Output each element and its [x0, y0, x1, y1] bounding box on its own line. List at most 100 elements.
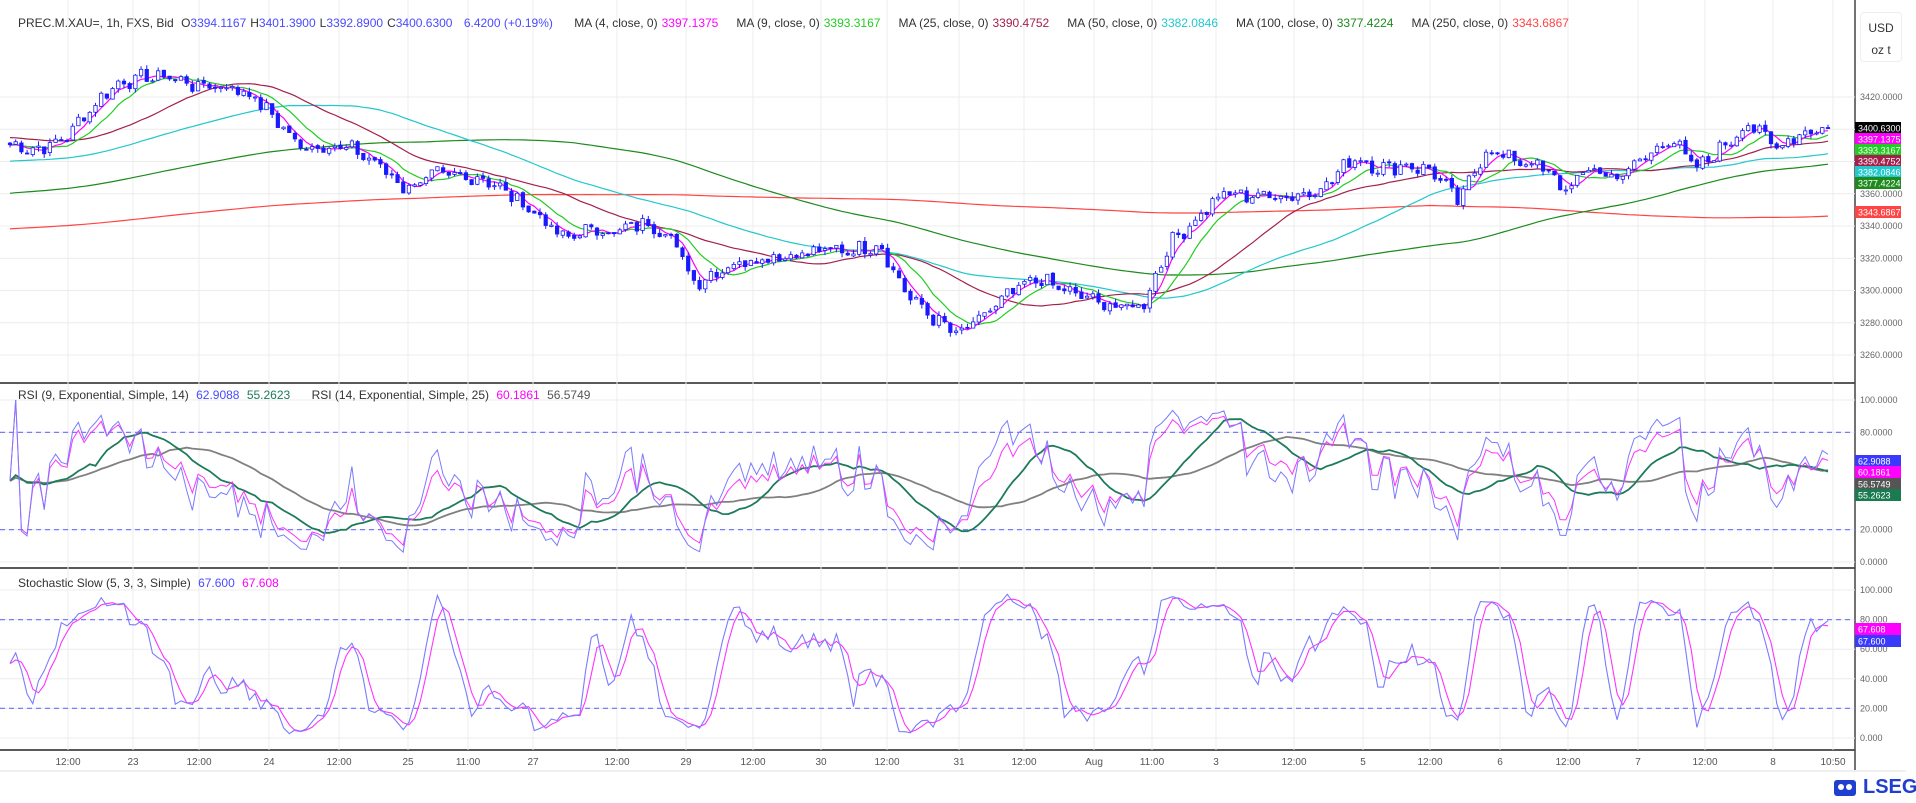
candle-body — [304, 148, 309, 151]
candle-body — [406, 184, 412, 194]
candle-body — [156, 70, 161, 81]
candle-body — [104, 93, 109, 99]
candle-body — [788, 254, 793, 260]
lseg-emblem-icon — [1834, 779, 1856, 796]
candle-body — [355, 141, 360, 155]
candle-body — [59, 139, 64, 142]
candle-body — [1666, 145, 1671, 148]
candle-body — [896, 270, 902, 279]
candle-body — [1603, 172, 1608, 177]
candle-body — [1073, 286, 1078, 294]
time-tick-label: 6 — [1497, 757, 1503, 768]
candle-body — [800, 252, 805, 259]
candle-body — [167, 75, 172, 80]
time-tick-label: 12:00 — [1555, 757, 1580, 768]
candle-body — [36, 145, 41, 148]
candle-body — [1221, 191, 1226, 199]
time-tick-label: 12:00 — [740, 757, 765, 768]
unit-selector[interactable]: USD oz t — [1860, 12, 1902, 62]
candle-body — [1814, 132, 1819, 135]
candle-body — [224, 87, 229, 90]
candle-body — [327, 147, 332, 154]
candle-body — [794, 254, 799, 258]
candle-body — [1706, 156, 1711, 163]
candle-body — [429, 169, 434, 179]
candle-body — [30, 147, 35, 155]
rsi1-signal-tag-bg — [1855, 489, 1901, 501]
candle-body — [150, 80, 155, 83]
candle-body — [839, 244, 845, 254]
stoch-tick-label: 80.000 — [1860, 615, 1888, 625]
candle-body — [19, 142, 24, 153]
ma-value: 3390.4752 — [992, 16, 1050, 30]
candle-body — [207, 83, 212, 89]
time-tick-label: 10:50 — [1820, 757, 1845, 768]
candle-body — [1483, 151, 1489, 168]
candle-body — [1045, 273, 1050, 286]
price-tick-label: 3300.0000 — [1860, 286, 1903, 296]
candle-body — [822, 248, 828, 251]
candle-body — [480, 175, 486, 179]
candle-body — [1540, 160, 1546, 172]
candle-body — [737, 261, 742, 265]
candle-body — [1552, 170, 1557, 176]
candle-body — [252, 96, 258, 99]
candle-body — [270, 103, 275, 115]
rsi2-label: RSI (14, Exponential, Simple, 25) — [311, 388, 489, 402]
candle-body — [1358, 160, 1363, 163]
candle-body — [366, 157, 372, 161]
candle-body — [771, 254, 776, 264]
candle-body — [1238, 189, 1244, 194]
candle-body — [1164, 255, 1170, 267]
candle-body — [321, 147, 326, 153]
time-tick-label: 23 — [127, 757, 139, 768]
time-tick-label: 27 — [527, 757, 539, 768]
time-tick-label: 25 — [402, 757, 414, 768]
candle-body — [1757, 125, 1762, 133]
candle-body — [1050, 272, 1056, 286]
candle-body — [1381, 162, 1386, 175]
candle-body — [298, 139, 303, 149]
candle-body — [1711, 160, 1717, 163]
candle-body — [526, 205, 531, 213]
stoch-tick-label: 20.000 — [1860, 703, 1888, 713]
candle-body — [1529, 163, 1534, 166]
rsi1-value: 62.9088 — [196, 388, 240, 402]
candle-body — [47, 142, 52, 153]
candle-body — [1768, 131, 1774, 145]
candle-body — [1387, 161, 1392, 164]
candle-body — [691, 270, 696, 281]
candle-body — [1181, 233, 1187, 240]
candle-body — [1335, 171, 1340, 183]
candle-body — [572, 234, 577, 239]
candle-body — [965, 326, 970, 329]
candle-body — [606, 232, 611, 235]
candle-body — [264, 102, 269, 111]
stoch-k-tag-text: 67.600 — [1858, 637, 1886, 647]
ma-price-tag-bg — [1855, 144, 1901, 156]
candle-body — [1056, 285, 1061, 290]
candle-body — [1398, 164, 1403, 175]
ma-line-9 — [9, 76, 1829, 325]
candle-body — [1341, 159, 1346, 174]
candle-body — [1449, 177, 1454, 188]
candle-body — [1797, 134, 1802, 145]
candle-body — [577, 235, 583, 239]
time-tick-label: 5 — [1360, 757, 1366, 768]
candle-body — [925, 303, 930, 316]
candle-body — [874, 245, 879, 255]
ma-label: MA (9, close, 0) — [736, 16, 820, 30]
time-tick-label: 12:00 — [1692, 757, 1717, 768]
rsi-tick-label: 100.0000 — [1860, 395, 1898, 405]
ma-price-tag: 3343.6867 — [1855, 206, 1901, 218]
ma-line-100 — [9, 139, 1829, 276]
candle-body — [1489, 152, 1494, 155]
candle-body — [1563, 189, 1568, 192]
candle-body — [195, 81, 201, 92]
candle-body — [1672, 143, 1677, 148]
time-tick-label: 29 — [680, 757, 692, 768]
candle-body — [475, 176, 480, 185]
candle-body — [594, 227, 600, 236]
candle-body — [275, 113, 280, 128]
